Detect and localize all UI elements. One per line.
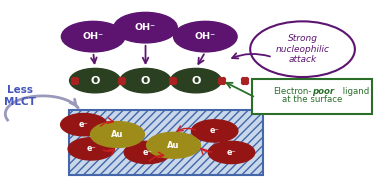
Circle shape	[174, 21, 237, 52]
Circle shape	[70, 68, 121, 93]
Text: O: O	[90, 76, 100, 86]
Circle shape	[114, 12, 177, 43]
Text: O: O	[191, 76, 201, 86]
Text: Au: Au	[167, 141, 180, 150]
Text: O: O	[141, 76, 150, 86]
Text: OH⁻: OH⁻	[83, 32, 104, 41]
Circle shape	[192, 120, 238, 142]
Text: e⁻: e⁻	[79, 120, 89, 129]
Text: at the surface: at the surface	[282, 95, 342, 104]
Text: OH⁻: OH⁻	[195, 32, 216, 41]
Text: e⁻: e⁻	[210, 126, 220, 135]
Circle shape	[170, 68, 222, 93]
Text: e⁻: e⁻	[143, 148, 152, 157]
Text: e⁻: e⁻	[87, 144, 96, 153]
FancyBboxPatch shape	[252, 79, 372, 114]
Text: Strong
nucleophilic
attack: Strong nucleophilic attack	[276, 34, 330, 64]
Circle shape	[147, 132, 200, 158]
Text: Au: Au	[111, 130, 124, 139]
Circle shape	[68, 138, 115, 160]
Circle shape	[124, 141, 170, 164]
Text: Electron-: Electron-	[273, 87, 312, 96]
Text: ligand: ligand	[340, 87, 369, 96]
Circle shape	[208, 141, 255, 164]
Circle shape	[91, 122, 144, 148]
Text: poor: poor	[312, 87, 334, 96]
FancyBboxPatch shape	[69, 110, 263, 175]
Circle shape	[60, 113, 107, 136]
Text: OH⁻: OH⁻	[135, 23, 156, 32]
Circle shape	[120, 68, 171, 93]
Text: e⁻: e⁻	[227, 148, 236, 157]
Text: Less
MLCT: Less MLCT	[4, 85, 36, 107]
Circle shape	[61, 21, 125, 52]
